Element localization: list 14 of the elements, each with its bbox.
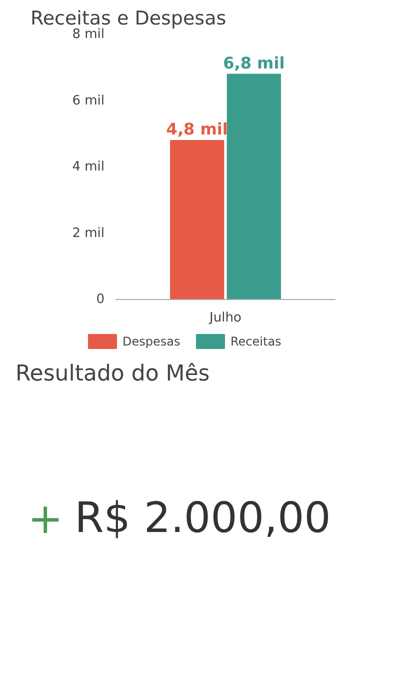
data-label: 4,8 mil — [166, 120, 228, 138]
legend-label: Despesas — [122, 334, 180, 348]
x-tick-label: Julho — [208, 310, 242, 326]
legend-label: Receitas — [230, 334, 282, 348]
y-tick-label: 0 — [96, 292, 105, 307]
text: R$ 2.000,00 — [74, 493, 331, 542]
text: Resultado do Mês — [16, 362, 210, 386]
y-tick-label: 4 mil — [72, 160, 105, 174]
text: + — [28, 494, 64, 543]
y-tick-label: 8 mil — [72, 27, 105, 42]
y-tick-label: 6 mil — [72, 93, 105, 108]
data-label: 6,8 mil — [223, 53, 285, 72]
chart-title: Receitas e Despesas — [30, 8, 226, 30]
y-tick-label: 2 mil — [72, 226, 105, 241]
